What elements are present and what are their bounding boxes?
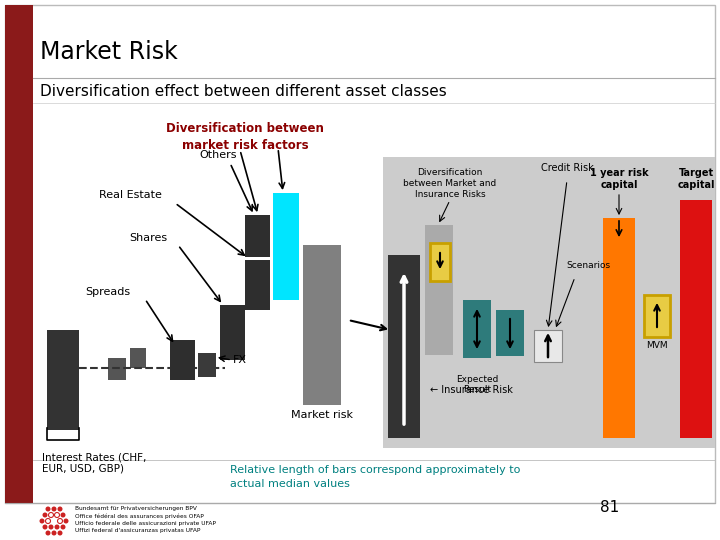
- Text: Shares: Shares: [129, 233, 167, 243]
- Bar: [245, 215, 270, 257]
- Bar: [198, 353, 216, 377]
- Text: Spreads: Spreads: [86, 287, 130, 297]
- Bar: [388, 255, 420, 438]
- Bar: [47, 330, 79, 430]
- Circle shape: [58, 518, 63, 523]
- Bar: [303, 245, 341, 405]
- Bar: [496, 310, 524, 356]
- Circle shape: [52, 530, 56, 536]
- Bar: [245, 260, 270, 310]
- Circle shape: [52, 507, 56, 511]
- Circle shape: [58, 507, 63, 511]
- Bar: [603, 218, 635, 438]
- Circle shape: [58, 530, 63, 536]
- Text: Relative length of bars correspond approximately to
actual median values: Relative length of bars correspond appro…: [230, 465, 521, 489]
- Text: Diversification
between Market and
Insurance Risks: Diversification between Market and Insur…: [403, 168, 497, 199]
- Bar: [273, 193, 299, 300]
- Text: Others: Others: [199, 150, 237, 160]
- Circle shape: [45, 507, 50, 511]
- Bar: [534, 330, 562, 362]
- Text: 1 year risk
capital: 1 year risk capital: [590, 168, 648, 190]
- Circle shape: [45, 530, 50, 536]
- Bar: [383, 157, 715, 448]
- Text: Expected
Result: Expected Result: [456, 375, 498, 394]
- Text: Diversification effect between different asset classes: Diversification effect between different…: [40, 84, 446, 99]
- Text: Market Risk: Market Risk: [40, 40, 178, 64]
- Circle shape: [48, 524, 53, 530]
- Circle shape: [55, 524, 60, 530]
- Text: Interest Rates (CHF,
EUR, USD, GBP): Interest Rates (CHF, EUR, USD, GBP): [42, 452, 146, 474]
- Text: Real Estate: Real Estate: [99, 190, 161, 200]
- Text: FX: FX: [233, 355, 247, 365]
- Bar: [680, 200, 712, 438]
- Circle shape: [63, 518, 68, 523]
- Bar: [5, 5, 33, 503]
- Text: Diversification between
market risk factors: Diversification between market risk fact…: [166, 122, 324, 152]
- Circle shape: [48, 512, 53, 517]
- Text: Market risk: Market risk: [291, 410, 353, 420]
- Circle shape: [55, 512, 60, 517]
- Bar: [430, 243, 450, 281]
- Text: 81: 81: [600, 501, 620, 516]
- Bar: [425, 225, 453, 355]
- Text: Bundesamt für Privatversicherungen BPV
Office fédéral des assurances privées OFA: Bundesamt für Privatversicherungen BPV O…: [75, 506, 216, 533]
- Circle shape: [60, 512, 66, 517]
- Circle shape: [42, 512, 48, 517]
- Circle shape: [40, 518, 45, 523]
- Bar: [108, 358, 126, 380]
- Bar: [644, 295, 670, 337]
- Circle shape: [42, 524, 48, 530]
- Text: Credit Risk: Credit Risk: [541, 163, 593, 173]
- Text: MVM: MVM: [646, 341, 668, 349]
- Text: ← Insurance Risk: ← Insurance Risk: [430, 385, 513, 395]
- Bar: [130, 348, 146, 368]
- Text: Scenarios: Scenarios: [566, 260, 610, 269]
- Bar: [220, 305, 245, 360]
- Bar: [170, 340, 195, 380]
- Bar: [463, 300, 491, 358]
- Text: Target
capital: Target capital: [678, 168, 715, 190]
- Circle shape: [45, 518, 50, 523]
- Circle shape: [60, 524, 66, 530]
